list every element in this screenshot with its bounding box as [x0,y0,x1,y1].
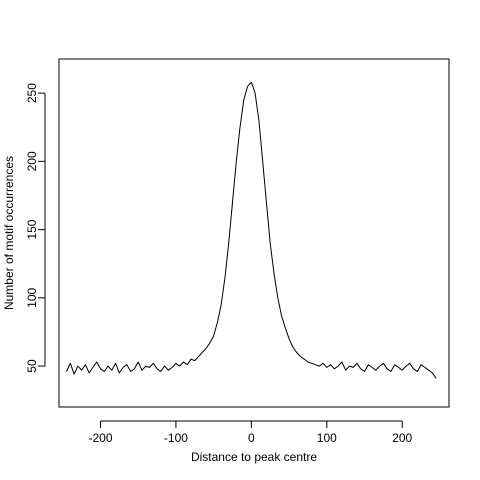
x-tick-label: 100 [317,431,337,445]
y-tick-label: 150 [25,219,39,239]
x-tick-label: 200 [392,431,412,445]
y-tick-label: 100 [25,287,39,307]
y-axis-title: Number of motif occurrences [2,156,16,310]
y-tick-label: 200 [25,151,39,171]
plot-box [58,58,450,408]
y-tick-label: 50 [25,359,39,373]
x-axis: -200 -100 0 100 200 [88,420,413,445]
y-tick-label: 250 [25,83,39,103]
x-axis-title: Distance to peak centre [191,450,317,464]
series-line [66,81,437,379]
x-tick-label: -100 [164,431,188,445]
x-tick-label: -200 [88,431,112,445]
y-axis: 50 100 150 200 250 [25,83,46,373]
x-tick-label: 0 [248,431,255,445]
